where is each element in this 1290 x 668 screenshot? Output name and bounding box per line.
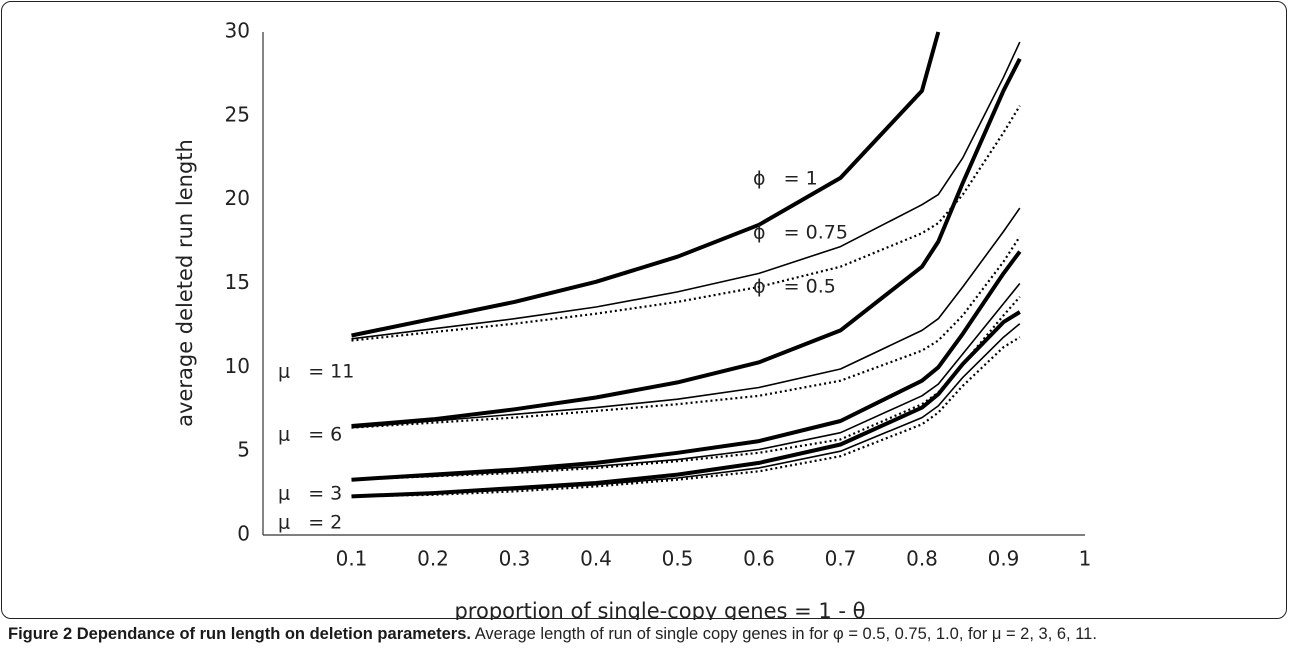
curve-label: ϕ = 0.75: [753, 222, 848, 244]
curve: [351, 41, 1021, 340]
y-axis-title: average deleted run length: [173, 139, 197, 427]
curve: [351, 323, 1021, 498]
x-tick-label: 0.8: [906, 547, 938, 571]
y-tick-label: 0: [237, 522, 250, 546]
curve: [351, 236, 1021, 429]
y-tick-label: 30: [225, 19, 250, 43]
curve-label: μ = 6: [278, 424, 342, 446]
curve: [351, 57, 1022, 428]
y-tick-label: 15: [225, 270, 250, 294]
y-tick-label: 25: [225, 102, 250, 126]
caption-title: Figure 2 Dependance of run length on del…: [8, 625, 471, 643]
x-tick-label: 0.4: [580, 547, 612, 571]
curve-label: μ = 11: [278, 361, 354, 383]
x-tick-label: 0.3: [499, 547, 531, 571]
curve-label: μ = 2: [278, 512, 342, 534]
x-tick-label: 0.9: [988, 547, 1020, 571]
caption-text: Average length of run of single copy gen…: [474, 625, 1097, 643]
x-axis-title: proportion of single-copy genes = 1 - θ: [454, 599, 865, 620]
x-tick-label: 0.6: [743, 547, 775, 571]
curve: [351, 105, 1021, 342]
curve: [351, 310, 1021, 499]
curve-label: ϕ = 1: [753, 168, 818, 190]
curve-label: μ = 3: [278, 483, 342, 505]
curve-label: ϕ = 0.5: [753, 276, 836, 298]
y-tick-label: 20: [225, 186, 250, 210]
x-tick-label: 0.7: [825, 547, 857, 571]
caption: Figure 2 Dependance of run length on del…: [8, 622, 1282, 646]
curve: [351, 250, 1022, 482]
curve: [351, 207, 1021, 429]
y-tick-label: 10: [225, 354, 250, 378]
x-tick-label: 1: [1079, 547, 1092, 571]
x-tick-label: 0.5: [662, 547, 694, 571]
curve: [351, 282, 1021, 481]
curve: [351, 31, 941, 338]
chart: proportion of single-copy genes = 1 - θ …: [173, 19, 1092, 621]
figure-frame: [1, 1, 1287, 619]
y-tick-label: 5: [237, 438, 250, 462]
x-tick-label: 0.2: [417, 547, 449, 571]
x-tick-label: 0.1: [336, 547, 368, 571]
